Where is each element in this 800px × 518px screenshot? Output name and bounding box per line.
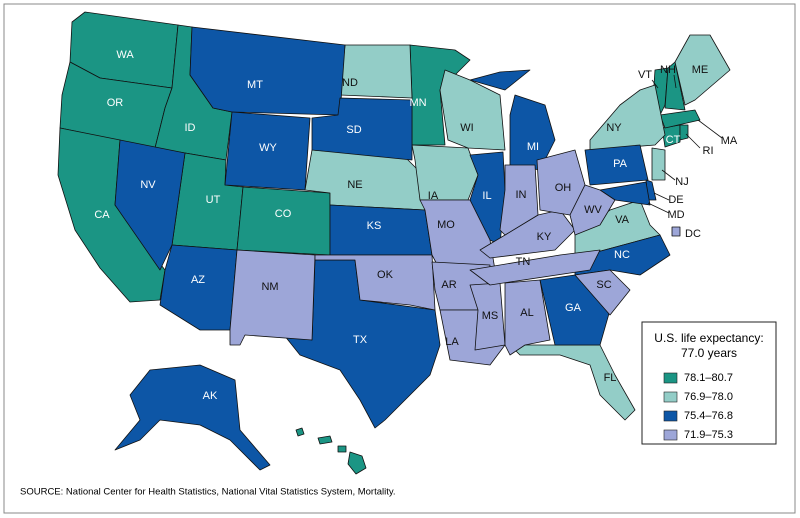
state-label: WA — [116, 49, 134, 61]
legend-title: U.S. life expectancy: — [654, 331, 763, 345]
state-label: IA — [428, 190, 439, 202]
state-shape — [295, 427, 367, 475]
state-shape — [664, 61, 686, 111]
legend-swatch — [663, 391, 678, 403]
state-shape — [651, 147, 666, 181]
state-shape — [114, 364, 271, 471]
state-label: LA — [445, 336, 459, 348]
frame — [3, 3, 796, 514]
state-label: CO — [275, 208, 292, 220]
source-note: SOURCE: National Center for Health Stati… — [20, 487, 396, 498]
legend-swatch — [663, 410, 678, 422]
state-label: NY — [606, 122, 622, 134]
state-label: ND — [342, 77, 358, 89]
leader-line — [661, 169, 676, 181]
state-label: NV — [140, 179, 156, 191]
state-shape — [584, 144, 649, 186]
state-label: MO — [437, 219, 455, 231]
state-label: MT — [247, 79, 263, 91]
state-shape — [671, 226, 681, 237]
state-label: DC — [685, 228, 701, 240]
state-label: AL — [520, 307, 533, 319]
legend-label: 78.1–80.7 — [684, 372, 733, 384]
legend-items: 78.1–80.7 76.9–78.0 75.4–76.8 71.9–75.3 — [663, 372, 733, 441]
state-label: SC — [596, 279, 611, 291]
state-label: NM — [261, 281, 278, 293]
state-label: TX — [353, 334, 368, 346]
state-label: IN — [516, 189, 527, 201]
state-shape — [339, 44, 413, 99]
state-shape — [411, 144, 479, 201]
state-label: ME — [692, 64, 709, 76]
state-label: RI — [703, 145, 714, 157]
state-label: NE — [347, 179, 362, 191]
leader-line — [685, 133, 701, 149]
state-shape — [311, 97, 413, 161]
state-label: HI — [321, 452, 332, 464]
state-label: MN — [409, 97, 426, 109]
leader-line — [647, 202, 670, 214]
state-label: PA — [613, 158, 628, 170]
state-label: MD — [667, 209, 684, 221]
state-label: NC — [614, 249, 630, 261]
state-label: MI — [527, 141, 539, 153]
state-labels: WA OR CA ID UT CO MN VT NH CT MA RI HI ND NE IA WI NY ME NJ… — [94, 49, 738, 464]
legend-label: 76.9–78.0 — [684, 391, 733, 403]
state-shape — [574, 269, 631, 316]
state-label: CA — [94, 209, 110, 221]
state-label: FL — [604, 372, 617, 384]
state-label: OH — [555, 182, 572, 194]
state-label: OK — [377, 269, 394, 281]
state-label: UT — [206, 194, 221, 206]
state-shape — [504, 279, 551, 356]
state-label: VA — [615, 214, 630, 226]
state-label: GA — [565, 302, 582, 314]
state-shape — [679, 124, 689, 141]
state-label: WI — [460, 122, 473, 134]
state-label: NJ — [675, 176, 688, 188]
state-label: TN — [516, 256, 531, 268]
state-label: MS — [482, 310, 499, 322]
state-shape — [236, 186, 331, 256]
state-shape — [439, 69, 506, 151]
state-shape — [189, 26, 346, 116]
state-shape — [569, 184, 616, 236]
state-label: DE — [668, 194, 683, 206]
state-label: MA — [721, 135, 738, 147]
states — [57, 11, 731, 475]
legend-swatch — [663, 429, 678, 441]
state-shape — [159, 244, 238, 331]
state-label: IL — [482, 190, 491, 202]
state-label: CT — [666, 134, 681, 146]
leader-line — [697, 119, 723, 139]
state-label: WV — [584, 204, 602, 216]
state-shape — [674, 34, 731, 106]
state-label: VT — [638, 69, 652, 81]
state-label: WY — [259, 142, 277, 154]
state-shape — [589, 84, 666, 151]
state-label: AR — [441, 279, 456, 291]
legend-label: 75.4–76.8 — [684, 410, 733, 422]
state-label: ID — [185, 122, 196, 134]
state-label: OR — [107, 97, 124, 109]
legend-label: 71.9–75.3 — [684, 429, 733, 441]
state-label: AZ — [191, 274, 205, 286]
legend-subtitle: 77.0 years — [681, 346, 737, 360]
leader-line — [673, 74, 677, 89]
state-label: NH — [660, 64, 676, 76]
state-shape — [224, 111, 311, 191]
state-shape — [659, 109, 701, 129]
leader-line — [653, 192, 670, 201]
state-shape — [114, 139, 186, 271]
state-shape — [469, 249, 601, 286]
state-shape — [499, 164, 539, 236]
state-shape — [229, 249, 316, 346]
state-label: KY — [537, 231, 552, 243]
state-label: KS — [367, 220, 382, 232]
state-label: SD — [346, 124, 361, 136]
leader-line — [651, 79, 659, 89]
legend-swatch — [663, 372, 678, 384]
state-label: AK — [203, 390, 218, 402]
